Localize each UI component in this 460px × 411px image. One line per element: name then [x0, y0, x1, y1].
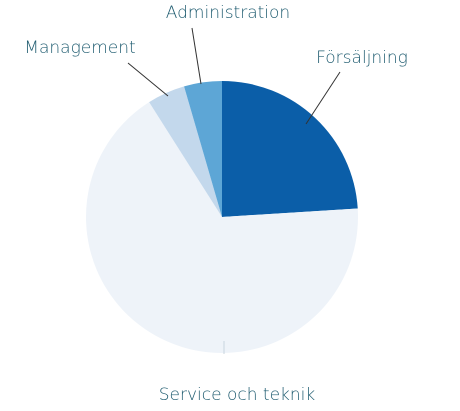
- pie-slice: [184, 81, 222, 217]
- leader-line: [305, 71, 341, 125]
- pie-slice: [149, 86, 222, 217]
- leader-line: [127, 62, 169, 97]
- slice-label: Administration: [166, 3, 290, 23]
- pie-slice: [85, 102, 358, 353]
- leader-line: [191, 27, 202, 85]
- pie-slice: [222, 81, 358, 217]
- slice-label: Management: [24, 38, 135, 58]
- slice-label: Service och teknik: [159, 385, 316, 405]
- slice-label: Försäljning: [316, 48, 408, 68]
